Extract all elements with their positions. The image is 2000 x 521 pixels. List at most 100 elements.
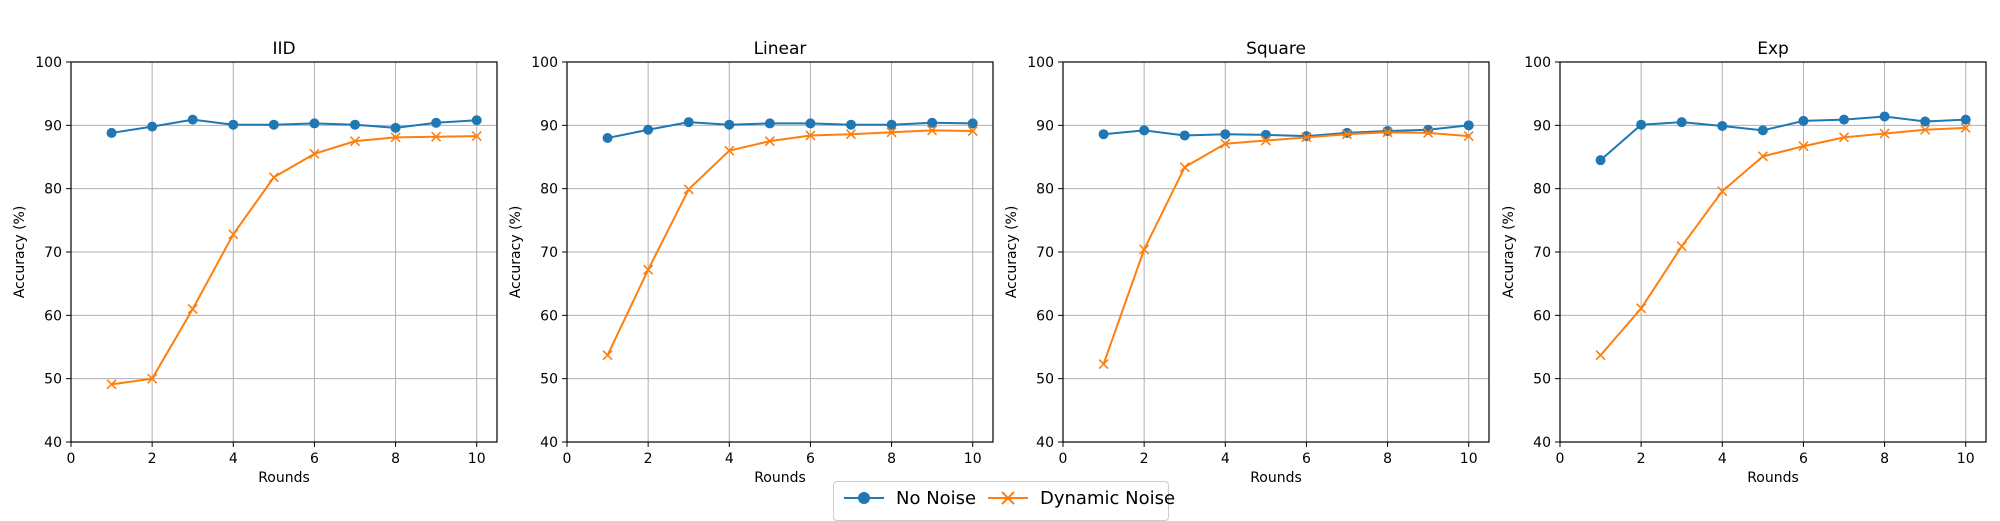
data-point <box>1838 132 1850 143</box>
x-axis-label: Rounds <box>1250 470 1302 486</box>
y-tick-label: 100 <box>531 55 558 71</box>
data-point <box>683 184 694 195</box>
data-point <box>805 118 816 129</box>
marker-stroke <box>390 132 401 143</box>
data-point <box>1139 244 1150 255</box>
series-line-1 <box>606 129 973 356</box>
data-point <box>1341 129 1353 140</box>
marker-stroke <box>1463 131 1474 142</box>
data-point <box>268 172 279 183</box>
data-point <box>431 131 442 142</box>
series-line-0 <box>1599 115 1966 161</box>
data-point <box>927 117 938 128</box>
marker-stroke <box>228 229 239 240</box>
data-point <box>1463 131 1474 142</box>
data-point <box>886 119 897 130</box>
data-point <box>431 117 442 128</box>
marker-stroke <box>268 172 279 183</box>
data-point <box>805 130 816 141</box>
data-point <box>1260 135 1271 146</box>
series-line-1 <box>111 135 477 386</box>
y-tick-label: 50 <box>44 372 62 388</box>
x-tick-label: 10 <box>964 451 982 467</box>
data-point <box>1757 151 1768 162</box>
legend-label-dynamic-noise: Dynamic Noise <box>1040 487 1176 509</box>
x-axis-label: Rounds <box>1747 470 1799 486</box>
marker-stroke <box>1757 151 1768 162</box>
y-tick-label: 90 <box>1533 118 1551 134</box>
data-point <box>845 129 857 140</box>
data-point <box>886 127 897 138</box>
y-tick-label: 60 <box>540 308 558 324</box>
marker-stroke <box>1341 129 1353 140</box>
data-point <box>349 136 361 147</box>
series-line-0 <box>1103 124 1469 138</box>
x-tick-label: 0 <box>563 451 572 467</box>
y-tick-label: 50 <box>540 372 558 388</box>
y-tick-label: 60 <box>1036 308 1054 324</box>
y-tick-label: 80 <box>1533 182 1551 198</box>
y-axis-label: Accuracy (%) <box>508 206 524 299</box>
marker-stroke <box>1139 244 1150 255</box>
legend-item-dynamic-noise: Dynamic Noise <box>988 485 1175 511</box>
data-point <box>967 125 978 137</box>
marker-stroke <box>1382 127 1393 138</box>
data-point <box>106 127 117 138</box>
data-point <box>1595 350 1606 361</box>
y-tick-label: 80 <box>1036 182 1054 198</box>
marker-stroke <box>147 373 158 384</box>
subplot-title: Square <box>1246 39 1306 59</box>
data-point <box>268 119 279 130</box>
x-tick-label: 2 <box>644 451 653 467</box>
data-point <box>187 303 198 315</box>
x-tick-label: 8 <box>1880 451 1889 467</box>
marker-stroke <box>1098 359 1109 370</box>
data-point <box>764 118 775 129</box>
y-tick-label: 100 <box>1524 55 1551 71</box>
y-tick-label: 80 <box>44 182 62 198</box>
series-line-1 <box>1102 131 1469 365</box>
data-point <box>1463 120 1474 131</box>
data-point <box>228 119 239 130</box>
marker-stroke <box>683 184 694 195</box>
x-tick-label: 6 <box>1799 451 1808 467</box>
data-point <box>1301 132 1312 143</box>
marker-stroke <box>1220 138 1231 149</box>
marker-stroke <box>1717 186 1728 197</box>
marker-stroke <box>187 303 198 315</box>
marker-stroke <box>643 264 654 275</box>
y-tick-label: 90 <box>540 118 558 134</box>
y-tick-label: 40 <box>1036 435 1054 451</box>
marker-stroke <box>602 350 613 361</box>
x-tick-label: 0 <box>1059 451 1068 467</box>
data-point <box>1960 114 1971 125</box>
x-axis-label: Rounds <box>258 470 310 486</box>
y-tick-label: 70 <box>1533 245 1551 261</box>
data-point <box>1382 127 1393 138</box>
data-point <box>187 114 198 125</box>
marker-stroke <box>1676 241 1687 252</box>
x-tick-label: 10 <box>1460 451 1478 467</box>
y-tick-label: 70 <box>1036 245 1054 261</box>
axes-frame <box>70 61 498 443</box>
x-tick-label: 4 <box>725 451 734 467</box>
data-point <box>1179 162 1190 173</box>
data-point <box>602 133 613 143</box>
data-point <box>1139 125 1150 136</box>
subplot-title: Exp <box>1757 39 1789 59</box>
data-point <box>1179 130 1190 141</box>
marker-stroke <box>1260 135 1271 146</box>
legend-item-no-noise: No Noise <box>844 485 976 511</box>
data-point <box>683 117 694 128</box>
data-point <box>471 115 482 126</box>
marker-stroke <box>1595 350 1606 361</box>
data-point <box>602 350 613 361</box>
data-point <box>390 132 401 143</box>
data-point <box>471 131 482 142</box>
marker-stroke <box>1636 303 1647 314</box>
data-point <box>1636 303 1647 314</box>
data-point <box>1798 115 1809 126</box>
marker-stroke <box>106 379 117 390</box>
marker-stroke <box>1879 128 1890 139</box>
x-tick-label: 8 <box>391 451 400 467</box>
